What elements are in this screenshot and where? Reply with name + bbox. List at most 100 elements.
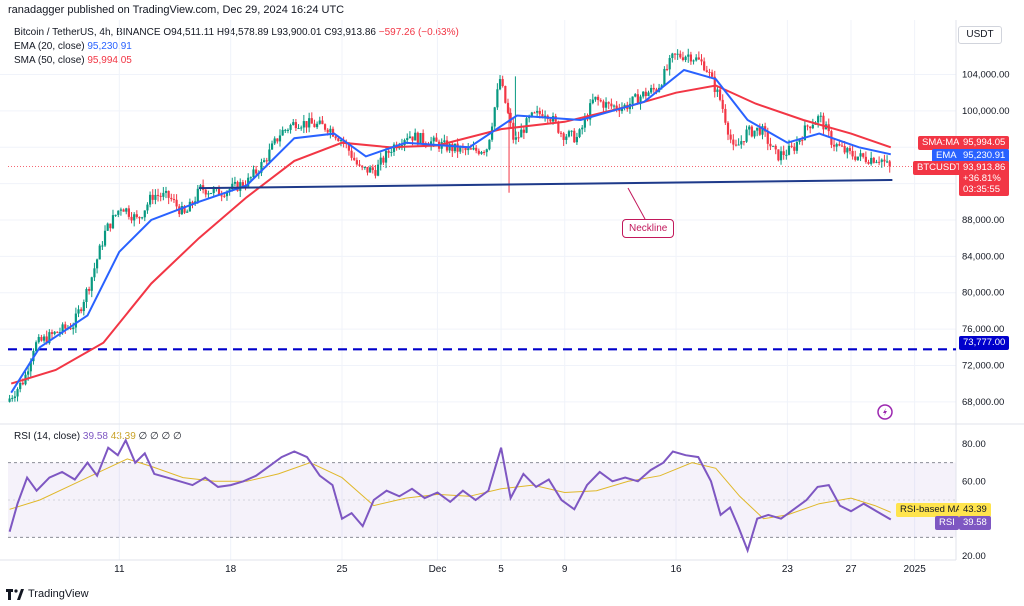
candle-up (753, 130, 756, 137)
candle-up (583, 118, 586, 128)
price-tick-label: 68,000.00 (962, 397, 1004, 408)
rsi-name-badge: RSI (935, 516, 959, 530)
neckline-label: Neckline (622, 219, 675, 238)
candle-up (42, 336, 46, 341)
candle-down (371, 167, 374, 171)
candle-down (477, 150, 480, 154)
candle-down (21, 382, 24, 385)
candle-down (718, 89, 722, 100)
candle-up (642, 91, 645, 97)
candle-up (716, 89, 719, 92)
tradingview-footer[interactable]: TradingView (6, 588, 89, 600)
candle-down (840, 145, 844, 147)
legend-rsi-zeros: ∅ ∅ ∅ ∅ (138, 431, 182, 442)
currency-selector[interactable]: USDT (958, 26, 1002, 44)
candle-down (793, 146, 796, 151)
publisher-line: ranadagger published on TradingView.com,… (8, 4, 345, 16)
candle-up (520, 129, 523, 138)
legend-close: C93,913.86 (324, 27, 376, 38)
time-tick-label: 16 (670, 564, 682, 575)
candle-up (695, 57, 698, 61)
candle-down (350, 150, 353, 158)
candle-down (313, 123, 316, 128)
candle-up (676, 53, 679, 55)
btc-name-badge: BTCUSDT (913, 161, 966, 175)
candle-up (631, 96, 634, 104)
candle-down (557, 121, 560, 133)
candle-down (533, 112, 536, 114)
candle-up (141, 217, 144, 219)
candle-up (480, 151, 483, 154)
candle-down (832, 144, 836, 147)
candle-up (199, 185, 202, 189)
candle-up (779, 151, 783, 161)
candle-up (581, 127, 584, 130)
candle-down (636, 94, 639, 104)
time-tick-label: 18 (225, 564, 237, 575)
legend-ema[interactable]: EMA (20, close) 95,230.91 (14, 41, 132, 52)
candle-down (451, 143, 454, 152)
candle-up (856, 156, 860, 160)
candle-up (740, 141, 743, 145)
candle-down (769, 143, 772, 147)
candle-up (787, 145, 791, 155)
candle-down (276, 138, 279, 142)
candle-down (597, 96, 600, 101)
event-icon (877, 404, 893, 420)
candle-down (236, 181, 239, 191)
candle-up (188, 201, 191, 212)
candle-down (734, 144, 738, 146)
btc-timer: 03:35:55 (963, 184, 1000, 195)
candle-up (11, 397, 14, 399)
candle-down (883, 159, 886, 162)
candle-up (339, 139, 343, 142)
candle-down (170, 197, 173, 200)
candle-down (422, 133, 425, 144)
legend-sma[interactable]: SMA (50, close) 95,994.05 (14, 55, 132, 66)
candle-up (663, 68, 666, 86)
price-tick-label: 88,000.00 (962, 215, 1004, 226)
price-tick-label: 80,000.00 (962, 288, 1004, 299)
candle-up (239, 182, 242, 191)
candle-up (278, 135, 282, 142)
candle-up (634, 94, 637, 97)
rsi-tick-label: 80.00 (962, 439, 986, 450)
candle-down (848, 148, 852, 151)
legend-rsi[interactable]: RSI (14, close) 39.58 43.39 ∅ ∅ ∅ ∅ (14, 431, 182, 442)
candle-down (700, 59, 703, 62)
candle-down (337, 138, 340, 142)
candle-up (13, 396, 16, 398)
candle-down (697, 57, 700, 60)
candle-down (331, 128, 335, 137)
candle-down (681, 57, 685, 60)
candle-up (329, 128, 332, 133)
candle-down (475, 147, 478, 151)
candle-up (19, 382, 22, 390)
candle-up (514, 137, 518, 140)
candle-up (95, 259, 99, 269)
price-tick-label: 100,000.00 (962, 106, 1010, 117)
candle-down (652, 87, 655, 90)
candle-up (260, 162, 263, 173)
legend-symbol: Bitcoin / TetherUS, 4h, BINANCE (14, 27, 161, 38)
legend-sma-value: 95,994.05 (87, 55, 132, 66)
candle-up (737, 144, 740, 146)
time-tick-label: 5 (498, 564, 504, 575)
candle-up (16, 389, 19, 397)
candle-down (504, 86, 507, 103)
candle-down (872, 157, 875, 163)
candle-down (559, 132, 563, 134)
lightning-icon (883, 408, 887, 416)
candle-up (432, 137, 435, 142)
candle-up (231, 183, 234, 190)
candle-up (671, 53, 674, 59)
candle-down (750, 126, 753, 137)
candle-up (90, 277, 93, 291)
candle-down (644, 91, 647, 96)
candle-up (448, 143, 451, 151)
candle-down (801, 140, 804, 142)
price-tick-label: 76,000.00 (962, 324, 1004, 335)
candle-down (506, 102, 510, 113)
candle-up (459, 146, 462, 152)
